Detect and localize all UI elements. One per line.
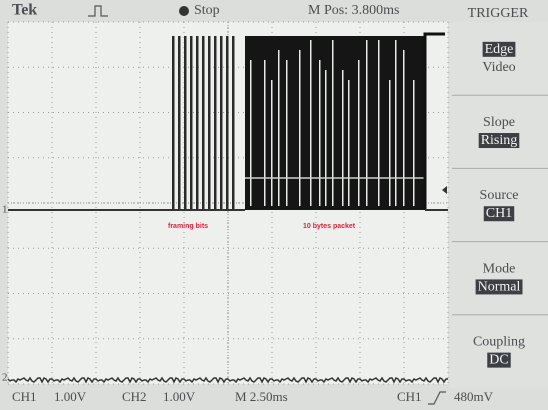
annotation: framing bits xyxy=(168,223,208,230)
trigger-source: CH1 xyxy=(397,389,422,404)
ch2-scale: 1.00V xyxy=(163,389,196,404)
pulse-gap xyxy=(325,70,327,206)
ch1-label: CH1 xyxy=(12,389,37,404)
pulse xyxy=(232,36,235,210)
pulse-gap xyxy=(366,40,368,206)
scope-display: Tek Stop M Pos: 3.800ms TRIGGER 1 2 fram… xyxy=(0,0,548,410)
pulse xyxy=(214,36,217,210)
pulse xyxy=(220,36,223,210)
pulse xyxy=(226,36,229,210)
oscilloscope-screen: Tek Stop M Pos: 3.800ms TRIGGER 1 2 fram… xyxy=(0,0,548,410)
pulse-gap xyxy=(264,60,266,206)
status-bar: CH1 1.00V CH2 1.00V M 2.50ms CH1 480mV xyxy=(12,389,494,404)
run-status: Stop xyxy=(194,3,220,18)
pulse-gap xyxy=(403,50,405,206)
annotation: 10 bytes packet xyxy=(303,223,356,230)
menu-top: Slope xyxy=(483,115,515,130)
pulse-gap xyxy=(413,80,415,206)
menu-top: Coupling xyxy=(473,335,525,350)
pulse-gap xyxy=(278,50,280,206)
menu-top: Mode xyxy=(483,261,516,276)
pulse xyxy=(190,36,193,210)
pulse xyxy=(196,36,199,210)
pulse xyxy=(208,36,211,210)
menu-top: Edge xyxy=(485,42,514,57)
pulse-gap xyxy=(319,60,321,206)
status-dot xyxy=(179,6,189,16)
pulse-gap xyxy=(310,40,312,206)
menu-bottom: DC xyxy=(489,353,508,368)
trigger-level: 480mV xyxy=(454,389,494,404)
menu-bottom: Rising xyxy=(481,133,518,148)
pulse-gap xyxy=(299,50,301,206)
pulse xyxy=(178,36,181,210)
slope-icon xyxy=(428,392,446,404)
menu-bottom: Normal xyxy=(478,279,521,294)
pulse xyxy=(184,36,187,210)
ch2-marker: 2 xyxy=(2,372,8,384)
menu-bottom: Video xyxy=(482,60,515,75)
pulse-gap xyxy=(389,80,391,206)
ch1-marker: 1 xyxy=(2,204,8,216)
pulse xyxy=(202,36,205,210)
timebase: M 2.50ms xyxy=(235,389,288,404)
pulse-gap xyxy=(332,40,334,206)
pulse-gap xyxy=(250,60,252,206)
pulse-gap xyxy=(286,60,288,206)
horizontal-position: M Pos: 3.800ms xyxy=(308,3,399,18)
menu-title: TRIGGER xyxy=(468,6,529,21)
menu-top: Source xyxy=(480,188,519,203)
pulse-gap xyxy=(395,40,397,206)
pulse-gap xyxy=(358,60,360,206)
brand: Tek xyxy=(12,2,37,19)
pulse-gap xyxy=(348,80,350,206)
pulse-gap xyxy=(342,70,344,206)
ch2-label: CH2 xyxy=(122,389,147,404)
ch1-scale: 1.00V xyxy=(54,389,87,404)
pulse-gap xyxy=(271,80,273,206)
menu-bottom: CH1 xyxy=(486,206,512,221)
pulse-gap xyxy=(378,40,380,206)
trigger-icon xyxy=(88,6,108,16)
pulse xyxy=(172,36,175,210)
side-menu xyxy=(450,22,548,388)
